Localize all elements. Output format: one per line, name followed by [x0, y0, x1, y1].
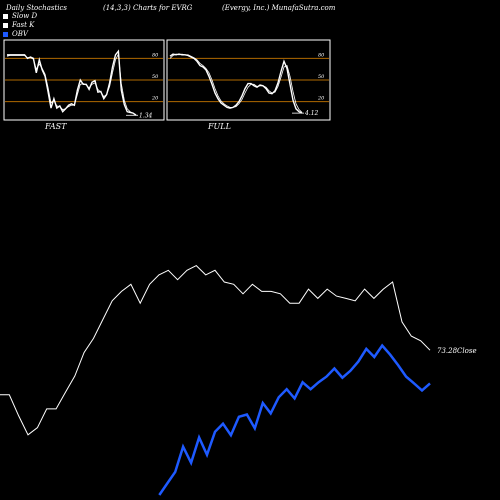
fast-tick-label-50: 50: [152, 74, 159, 80]
fast-tick-label-20: 20: [151, 96, 159, 102]
legend-swatch-obv: [3, 32, 8, 37]
chart-title-right: (Evergy, Inc.) MunafaSutra.com: [222, 4, 336, 12]
full-tick-label-80: 80: [318, 52, 325, 58]
fast-last-value-label: 1.34: [139, 112, 153, 119]
fast-tick-label-80: 80: [152, 52, 159, 58]
close-price-label: 73.28Close: [437, 347, 477, 355]
fast-series-line-2: [6, 52, 137, 115]
full-series-line-2: [169, 53, 303, 113]
legend-label-fast-k: Fast K: [12, 21, 35, 29]
legend-label-obv: OBV: [12, 30, 28, 38]
legend-swatch-fast-k: [3, 23, 8, 28]
close-price-line: [0, 264, 431, 436]
full-tick-label-20: 20: [317, 96, 325, 102]
fast-panel-label: FAST: [45, 122, 67, 131]
chart-title-mid: (14,3,3) Charts for EVRG: [103, 4, 193, 12]
legend-label-slow-d: Slow D: [12, 12, 38, 20]
full-tick-label-50: 50: [318, 74, 325, 80]
chart-title-left: Daily Stochastics: [6, 4, 68, 12]
fast-series-line-1: [7, 49, 137, 116]
fast-panel-frame: [3, 39, 165, 121]
full-last-value-label: 4.12: [304, 110, 319, 117]
full-series-line-1: [169, 53, 303, 114]
full-panel-label: FULL: [208, 122, 231, 131]
obv-line: [158, 343, 431, 496]
legend-swatch-slow-d: [3, 14, 8, 19]
full-panel-frame: [166, 39, 331, 121]
